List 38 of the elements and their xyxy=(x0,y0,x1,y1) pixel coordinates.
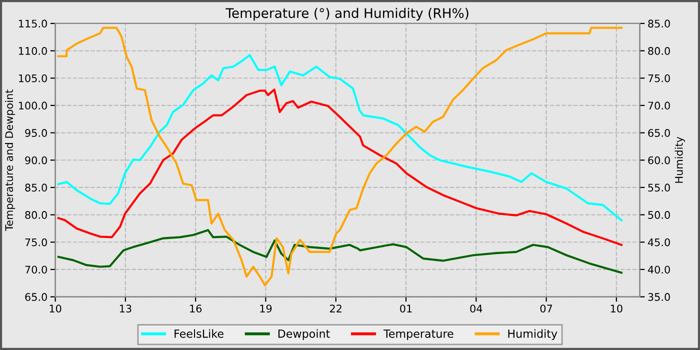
legend-label: Humidity xyxy=(508,329,558,340)
y2-tick-label: 50.0 xyxy=(648,211,670,219)
y-axis-title: Temperature and Dewpoint xyxy=(4,90,16,232)
x-tick-label: 10 xyxy=(50,304,62,312)
y2-axis-title: Humidity xyxy=(674,136,685,183)
y2-tick-label: 65.0 xyxy=(648,129,670,137)
y2-tick-label: 45.0 xyxy=(648,238,670,246)
x-tick-label: 10 xyxy=(610,304,622,312)
y-tick-label: 85.0 xyxy=(25,184,47,192)
y2-tick-label: 80.0 xyxy=(648,47,670,55)
y-tick-label: 65.0 xyxy=(25,293,47,301)
y-tick-label: 90.0 xyxy=(25,156,47,164)
y-tick-label: 110.0 xyxy=(18,47,47,55)
x-tick-label: 13 xyxy=(120,304,132,312)
y2-tick-label: 75.0 xyxy=(648,74,670,82)
y-tick-label: 80.0 xyxy=(25,211,47,219)
y-tick-label: 75.0 xyxy=(25,238,47,246)
x-tick-label: 07 xyxy=(540,304,552,312)
y2-tick-label: 40.0 xyxy=(648,266,670,274)
legend-label: FeelsLike xyxy=(174,329,224,338)
y2-tick-label: 85.0 xyxy=(648,20,670,28)
y-tick-label: 70.0 xyxy=(25,266,47,274)
x-tick-label: 04 xyxy=(470,304,482,312)
y2-tick-label: 70.0 xyxy=(648,102,670,110)
y-tick-label: 105.0 xyxy=(18,74,47,82)
y2-tick-label: 60.0 xyxy=(648,156,670,164)
x-tick-label: 01 xyxy=(400,304,412,312)
y-tick-label: 100.0 xyxy=(18,102,47,110)
y2-tick-label: 55.0 xyxy=(648,184,670,192)
legend-label: Temperature xyxy=(383,330,454,340)
y-tick-label: 115.0 xyxy=(18,20,47,28)
x-tick-label: 22 xyxy=(330,304,342,312)
chart-title: Temperature (°) and Humidity (RH%) xyxy=(226,8,468,21)
y2-tick-label: 35.0 xyxy=(648,293,670,301)
legend-label: Dewpoint xyxy=(278,329,330,340)
x-tick-label: 16 xyxy=(190,304,202,312)
y-tick-label: 95.0 xyxy=(25,129,47,137)
x-tick-label: 19 xyxy=(260,304,272,312)
